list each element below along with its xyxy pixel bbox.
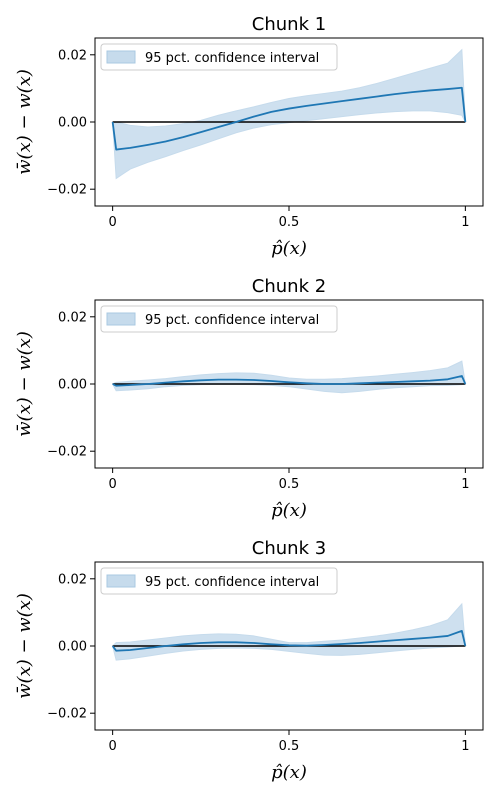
x-tick-label: 0 bbox=[108, 739, 116, 754]
chart-title: Chunk 1 bbox=[252, 14, 326, 35]
chart-panel-1: 0 0.5 1 −0.02 0.00 0.02 Chunk 1 p̂(x) w̄(x) − w(… bbox=[14, 14, 484, 259]
legend-swatch bbox=[106, 312, 136, 326]
x-tick-label: 0.5 bbox=[279, 215, 300, 230]
chart-panel-2: 0 0.5 1 −0.02 0.00 0.02 Chunk 2 p̂(x) w̄(x) − w(… bbox=[14, 276, 484, 521]
legend-swatch bbox=[106, 50, 136, 64]
y-tick-label: −0.02 bbox=[47, 445, 87, 460]
chart-title: Chunk 2 bbox=[252, 276, 326, 297]
x-axis-label: p̂(x) bbox=[271, 238, 307, 259]
x-tick-label: 0.5 bbox=[279, 477, 300, 492]
legend-box bbox=[100, 567, 338, 595]
legend: 95 pct. confidence interval bbox=[100, 43, 338, 71]
y-tick-label: 0.00 bbox=[58, 640, 87, 655]
x-tick-label: 0.5 bbox=[279, 739, 300, 754]
y-tick-label: 0.02 bbox=[58, 48, 87, 63]
y-tick-label: 0.00 bbox=[58, 378, 87, 393]
y-axis-label: w̄(x) − w(x) bbox=[14, 69, 35, 175]
confidence-band bbox=[111, 360, 466, 394]
y-axis-label: w̄(x) − w(x) bbox=[14, 593, 35, 699]
y-tick-label: 0.02 bbox=[58, 310, 87, 325]
legend-swatch bbox=[106, 574, 136, 588]
plot-area bbox=[111, 360, 467, 394]
x-tick-label: 0 bbox=[108, 477, 116, 492]
confidence-band bbox=[112, 602, 466, 661]
x-axis-label: p̂(x) bbox=[271, 500, 307, 521]
plot-area bbox=[111, 602, 467, 661]
chart-title: Chunk 3 bbox=[252, 538, 326, 559]
y-tick-label: 0.02 bbox=[58, 572, 87, 587]
x-tick-label: 1 bbox=[461, 739, 469, 754]
legend-box bbox=[100, 305, 338, 333]
legend: 95 pct. confidence interval bbox=[100, 567, 338, 595]
difference-line bbox=[111, 629, 467, 652]
y-axis-label: w̄(x) − w(x) bbox=[14, 331, 35, 437]
difference-line bbox=[112, 375, 467, 387]
legend-label: 95 pct. confidence interval bbox=[145, 313, 319, 328]
legend-label: 95 pct. confidence interval bbox=[145, 575, 319, 590]
legend-box bbox=[100, 43, 338, 71]
legend-label: 95 pct. confidence interval bbox=[145, 51, 319, 66]
difference-line bbox=[111, 86, 467, 151]
y-tick-label: −0.02 bbox=[47, 707, 87, 722]
x-axis-label: p̂(x) bbox=[271, 762, 307, 783]
x-tick-label: 0 bbox=[108, 215, 116, 230]
x-tick-label: 1 bbox=[461, 477, 469, 492]
y-tick-label: 0.00 bbox=[58, 116, 87, 131]
y-tick-label: −0.02 bbox=[47, 183, 87, 198]
chart-panel-3: 0 0.5 1 −0.02 0.00 0.02 Chunk 3 p̂(x) w̄(x) − w(… bbox=[14, 538, 484, 783]
legend: 95 pct. confidence interval bbox=[100, 305, 338, 333]
x-tick-label: 1 bbox=[461, 215, 469, 230]
plot-area bbox=[111, 48, 467, 180]
